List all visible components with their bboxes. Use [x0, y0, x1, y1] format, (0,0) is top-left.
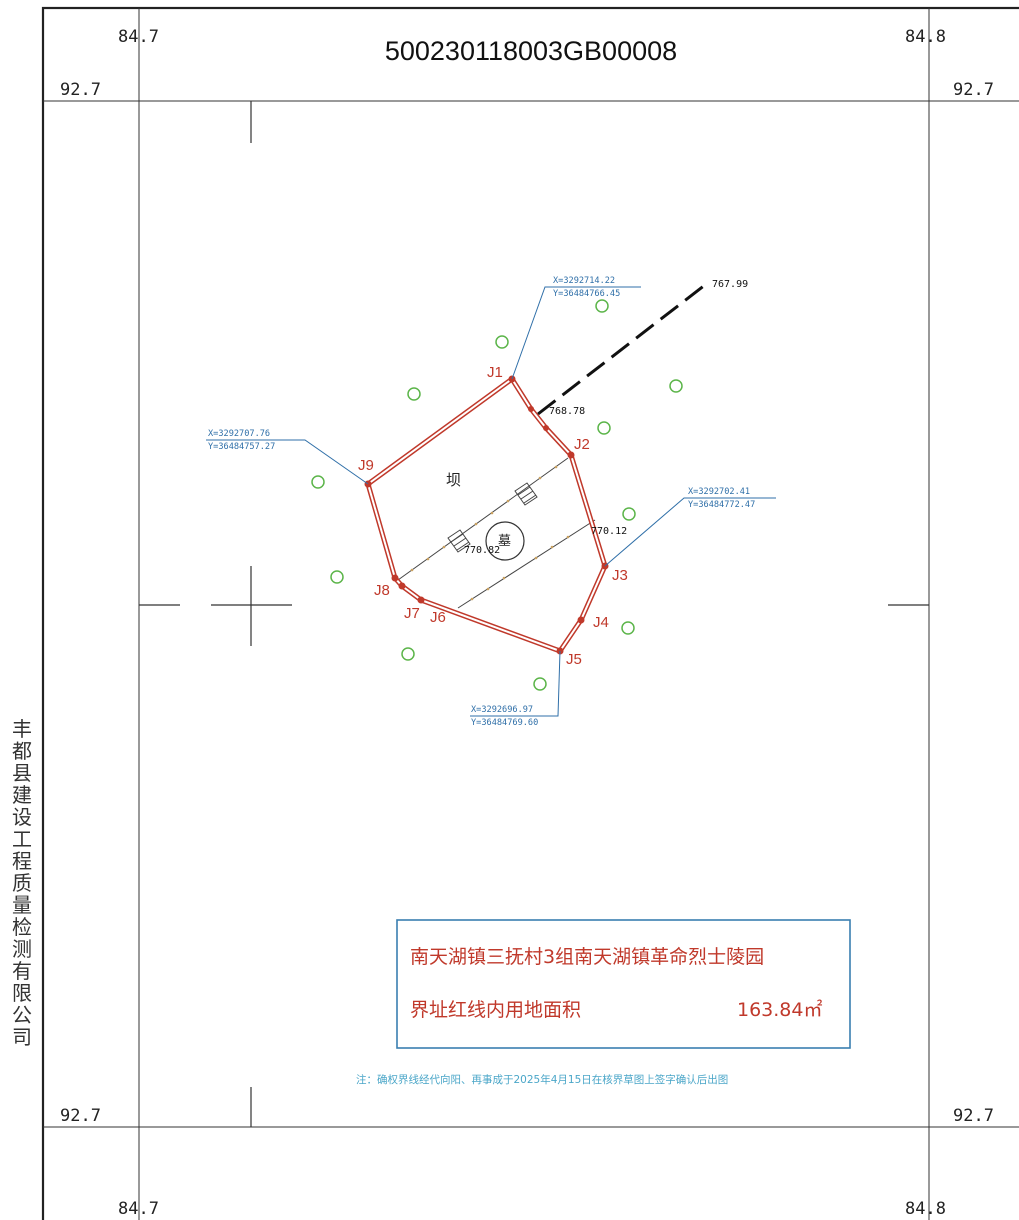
company-name-char: 工	[12, 827, 32, 851]
grid-label-top-right-x: 84.8	[905, 27, 946, 47]
area-value: 163.84㎡	[737, 998, 822, 1021]
elevation-label: 770.82	[464, 545, 500, 556]
info-box	[396, 919, 851, 1049]
tree-icon	[401, 647, 415, 661]
note-text: 注：确权界线经代向阳、再事成于2025年4月15日在核界草图上签字确认后出图	[356, 1073, 728, 1086]
company-name-char: 测	[12, 937, 32, 961]
point-label-j2: J2	[574, 436, 590, 453]
grid-ticks	[139, 101, 929, 1127]
dashed-line	[537, 283, 706, 416]
dam-label: 坝	[446, 471, 461, 489]
grid-label-right-bottom-y: 92.7	[953, 1106, 994, 1126]
company-name-char: 丰	[12, 717, 32, 741]
area-label: 界址红线内用地面积	[410, 999, 581, 1021]
elevation-label: 770.12	[591, 526, 627, 537]
company-name-char: 设	[12, 805, 32, 829]
company-name-vertical: 丰都县建设工程质量检测有限公司	[8, 718, 36, 1048]
tree-icon	[595, 299, 609, 313]
tree-icon	[533, 677, 547, 691]
vertex-j8	[391, 574, 399, 582]
coord-y-j1: Y=36484766.45	[553, 289, 620, 299]
coord-y-j3: Y=36484772.47	[688, 500, 755, 510]
tree-icon	[407, 387, 421, 401]
coord-x-j3: X=3292702.41	[688, 487, 750, 497]
tree-icon	[330, 570, 344, 584]
point-label-j5: J5	[566, 651, 582, 668]
tree-icon	[597, 421, 611, 435]
tree-icon	[622, 507, 636, 521]
grid-label-bottom-left-x: 84.7	[118, 1199, 159, 1219]
coord-x-j1: X=3292714.22	[553, 276, 615, 286]
map-frame	[41, 6, 1019, 1220]
company-name-char: 县	[12, 761, 32, 785]
coord-x-j5: X=3292696.97	[471, 705, 533, 715]
company-name-char: 建	[12, 783, 32, 807]
company-name-char: 有	[12, 959, 32, 983]
coord-y-j5: Y=36484769.60	[471, 718, 538, 728]
grid-label-top-left-x: 84.7	[118, 27, 159, 47]
coord-y-j9: Y=36484757.27	[208, 442, 275, 452]
company-name-char: 量	[12, 893, 32, 917]
elevation-label: 767.99	[712, 279, 748, 290]
terrace-ticks	[410, 465, 570, 601]
vertex-j4	[577, 616, 585, 624]
tree-icon	[669, 379, 683, 393]
grid-label-right-top-y: 92.7	[953, 80, 994, 100]
point-label-j3: J3	[612, 567, 628, 584]
tomb-label: 墓	[498, 534, 511, 549]
vertex	[528, 406, 534, 412]
tree-icon	[621, 621, 635, 635]
point-label-j4: J4	[593, 614, 609, 631]
parcel-boundary-inner	[367, 378, 606, 652]
tree-symbols	[311, 299, 683, 691]
coord-x-j9: X=3292707.76	[208, 429, 270, 439]
grid-label-bottom-right-x: 84.8	[905, 1199, 946, 1219]
point-label-j7: J7	[404, 605, 420, 622]
location-text: 南天湖镇三抚村3组南天湖镇革命烈士陵园	[410, 946, 764, 968]
tree-icon	[495, 335, 509, 349]
terrace-lines	[397, 457, 596, 609]
company-name-char: 都	[12, 739, 32, 763]
vertex-j7	[398, 582, 406, 590]
vertex-j2	[567, 451, 575, 459]
company-name-char: 程	[12, 849, 32, 873]
elevation-label: 768.78	[549, 406, 585, 417]
steps-icon	[447, 482, 538, 553]
tomb-symbol	[485, 521, 525, 561]
parcel-code: 500230118003GB00008	[385, 36, 677, 66]
point-label-j1: J1	[487, 364, 503, 381]
company-name-char: 司	[12, 1025, 32, 1049]
callout-leaders	[206, 286, 776, 717]
vertex-j6	[417, 596, 425, 604]
company-name-char: 检	[12, 915, 32, 939]
point-label-j8: J8	[374, 582, 390, 599]
point-label-j9: J9	[358, 457, 374, 474]
boundary-vertices	[364, 375, 609, 655]
company-name-char: 质	[12, 871, 32, 895]
grid-label-left-top-y: 92.7	[60, 80, 101, 100]
company-name-char: 限	[12, 981, 32, 1005]
company-name-char: 公	[12, 1003, 32, 1027]
vertex	[543, 425, 549, 431]
tree-icon	[311, 475, 325, 489]
grid-label-left-bottom-y: 92.7	[60, 1106, 101, 1126]
point-label-j6: J6	[430, 609, 446, 626]
